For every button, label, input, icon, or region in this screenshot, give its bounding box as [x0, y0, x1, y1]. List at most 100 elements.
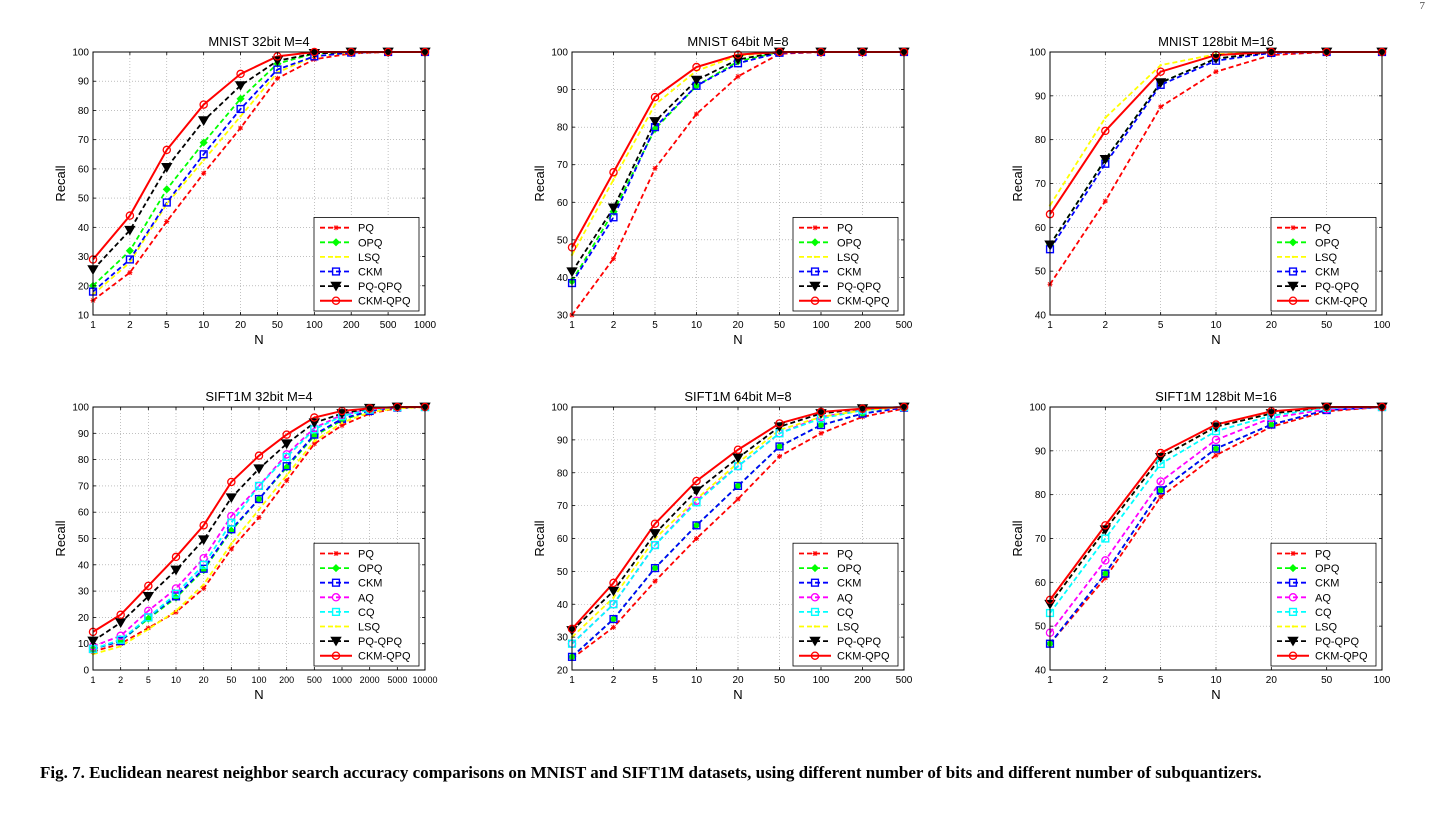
legend-marker-pq-qpq	[330, 636, 342, 647]
point-ckm-qpq	[365, 404, 374, 413]
point-opq	[650, 564, 660, 573]
legend-label-lsq: LSQ	[358, 622, 380, 634]
point-ckm	[609, 213, 618, 222]
legend-label-ckm: CKM	[837, 267, 861, 279]
legend: PQ OPQ LSQ CKM PQ-QPQ CKM-QPQ	[313, 216, 420, 312]
point-lsq	[695, 497, 698, 501]
x-tick-label: 200	[854, 320, 871, 331]
legend-label-ckm-qpq: CKM-QPQ	[837, 651, 890, 663]
point-aq	[1101, 556, 1110, 565]
chart-title: MNIST 64bit M=8	[687, 34, 788, 49]
point-pq	[777, 453, 782, 459]
y-tick-label: 70	[557, 501, 569, 512]
point-pq	[164, 218, 170, 224]
legend-box	[792, 542, 899, 667]
page-number: 7	[1419, 0, 1426, 12]
legend-marker-ckm-qpq	[1288, 651, 1298, 660]
series-line-cq	[571, 406, 905, 645]
point-ckm-qpq	[254, 451, 264, 460]
point-ckm-qpq	[282, 430, 291, 439]
legend-label-ckm: CKM	[1315, 267, 1339, 279]
point-lsq	[313, 439, 316, 443]
point-ckm	[775, 442, 784, 451]
y-tick-label: 60	[557, 534, 569, 545]
legend-marker-aq	[810, 593, 820, 602]
legend-marker-pq-qpq	[1287, 281, 1299, 292]
legend-marker-ckm-qpq	[1288, 296, 1298, 305]
point-cq	[116, 635, 125, 644]
point-ckm-qpq	[171, 552, 181, 562]
point-lsq	[1104, 116, 1107, 119]
x-tick-label: 2	[611, 675, 617, 686]
legend-box	[1270, 216, 1377, 312]
point-aq	[1156, 477, 1165, 486]
point-pq-qpq	[225, 493, 238, 504]
y-tick-label: 70	[78, 481, 90, 492]
chart-panel-mnist-32bit-m-4: 1 2 5 10 20 50 100 200 500 1000 10 20 30 40 50 60 70 80 90…	[53, 34, 437, 347]
point-ckm	[609, 614, 618, 624]
point-pq	[611, 256, 616, 262]
point-ckm-qpq	[199, 521, 208, 530]
legend-label-aq: AQ	[358, 592, 374, 604]
x-tick-label: 500	[896, 320, 913, 331]
point-pq-qpq	[142, 591, 155, 602]
point-pq	[1158, 104, 1164, 110]
legend-marker-ckm-qpq	[331, 296, 341, 305]
x-axis-label: N	[254, 687, 263, 702]
x-tick-label: 10	[1210, 675, 1222, 686]
legend-label-pq-qpq: PQ-QPQ	[837, 281, 881, 293]
x-tick-label: 1	[90, 320, 96, 331]
x-tick-label: 2	[611, 320, 617, 331]
y-tick-label: 40	[78, 560, 90, 571]
point-ckm	[692, 521, 701, 530]
point-pq	[284, 478, 290, 484]
y-tick-label: 100	[1029, 48, 1046, 59]
point-ckm	[199, 150, 208, 159]
legend-marker-opq	[810, 238, 820, 247]
point-pq	[1102, 198, 1108, 204]
x-tick-label: 2	[1103, 320, 1109, 331]
point-pq	[1213, 452, 1219, 458]
point-ckm-qpq	[162, 145, 172, 155]
legend-label-cq: CQ	[837, 607, 854, 619]
legend-marker-ckm	[1288, 578, 1298, 587]
legend-label-pq: PQ	[837, 549, 853, 561]
legend-label-cq: CQ	[1315, 607, 1332, 619]
legend-label-opq: OPQ	[1315, 237, 1340, 249]
x-tick-label: 2000	[360, 675, 380, 685]
point-ckm	[236, 104, 245, 114]
y-tick-label: 90	[557, 85, 569, 96]
point-lsq	[147, 628, 150, 631]
point-cq	[1101, 534, 1110, 543]
x-tick-label: 20	[1266, 675, 1278, 686]
point-pq	[735, 496, 741, 502]
y-tick-label: 70	[1035, 534, 1047, 545]
y-tick-label: 50	[78, 194, 90, 205]
point-pq	[201, 170, 207, 176]
y-tick-label: 70	[1035, 179, 1047, 190]
legend-marker-ckm-qpq	[810, 296, 820, 305]
x-tick-label: 100	[813, 320, 830, 331]
point-pq-qpq	[1154, 78, 1167, 88]
x-tick-label: 5000	[387, 675, 407, 685]
legend-label-ckm: CKM	[1315, 578, 1339, 590]
legend-label-pq: PQ	[358, 223, 374, 235]
point-ckm	[733, 481, 743, 491]
legend-label-pq: PQ	[1315, 223, 1331, 235]
series-line-lsq	[1049, 51, 1382, 206]
x-tick-label: 1000	[414, 320, 437, 331]
legend-marker-lsq	[334, 255, 338, 259]
chart-title: SIFT1M 64bit M=8	[684, 389, 791, 404]
y-tick-label: 80	[1035, 490, 1047, 501]
legend: PQ OPQ CKM AQ CQ LSQ PQ-QPQ CKM-QPQ	[792, 542, 899, 667]
y-tick-label: 80	[78, 455, 90, 466]
point-pq	[145, 625, 151, 631]
point-ckm-qpq	[609, 167, 618, 177]
point-ckm	[1156, 486, 1165, 495]
y-tick-label: 100	[551, 403, 568, 414]
point-lsq	[257, 508, 261, 511]
legend-label-pq-qpq: PQ-QPQ	[837, 636, 881, 648]
point-lsq	[174, 609, 178, 613]
legend-box	[1270, 542, 1377, 667]
point-ckm-qpq	[1156, 67, 1165, 76]
